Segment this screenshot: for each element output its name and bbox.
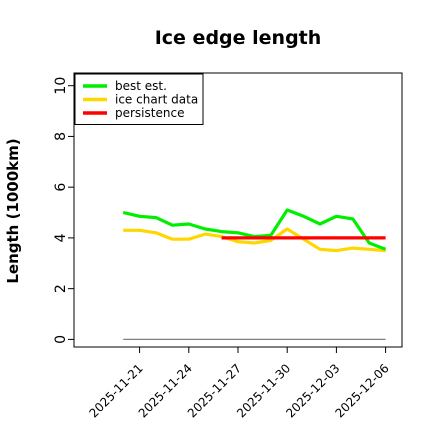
y-tick-label: 4 bbox=[53, 233, 69, 242]
y-tick-label: 2 bbox=[53, 284, 69, 293]
series-layer bbox=[122, 208, 387, 341]
chart-title: Ice edge length bbox=[155, 27, 322, 49]
y-tick-label: 6 bbox=[53, 183, 69, 192]
y-tick-label: 0 bbox=[53, 335, 69, 344]
legend-label: best est. bbox=[115, 79, 167, 93]
legend-label: ice chart data bbox=[115, 93, 198, 107]
y-tick-label: 10 bbox=[53, 77, 69, 95]
legend-label: persistence bbox=[115, 106, 184, 120]
y-axis-label: Length (1000km) bbox=[4, 138, 22, 283]
y-tick-label: 8 bbox=[53, 132, 69, 141]
series-line-ice-chart-data bbox=[123, 227, 386, 253]
